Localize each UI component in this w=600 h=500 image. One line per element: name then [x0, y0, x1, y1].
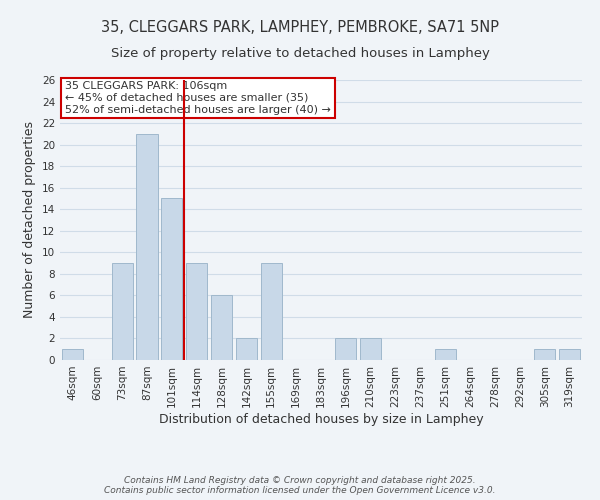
- Text: 35, CLEGGARS PARK, LAMPHEY, PEMBROKE, SA71 5NP: 35, CLEGGARS PARK, LAMPHEY, PEMBROKE, SA…: [101, 20, 499, 35]
- Bar: [236, 338, 257, 360]
- Y-axis label: Number of detached properties: Number of detached properties: [23, 122, 37, 318]
- Bar: [186, 263, 207, 360]
- Bar: [335, 338, 356, 360]
- Bar: [261, 263, 282, 360]
- Bar: [534, 349, 555, 360]
- Text: 35 CLEGGARS PARK: 106sqm
← 45% of detached houses are smaller (35)
52% of semi-d: 35 CLEGGARS PARK: 106sqm ← 45% of detach…: [65, 82, 331, 114]
- Text: Contains HM Land Registry data © Crown copyright and database right 2025.
Contai: Contains HM Land Registry data © Crown c…: [104, 476, 496, 495]
- Bar: [62, 349, 83, 360]
- Bar: [559, 349, 580, 360]
- Bar: [435, 349, 456, 360]
- Bar: [136, 134, 158, 360]
- Bar: [211, 296, 232, 360]
- Bar: [360, 338, 381, 360]
- Bar: [161, 198, 182, 360]
- Bar: [112, 263, 133, 360]
- X-axis label: Distribution of detached houses by size in Lamphey: Distribution of detached houses by size …: [158, 412, 484, 426]
- Text: Size of property relative to detached houses in Lamphey: Size of property relative to detached ho…: [110, 48, 490, 60]
